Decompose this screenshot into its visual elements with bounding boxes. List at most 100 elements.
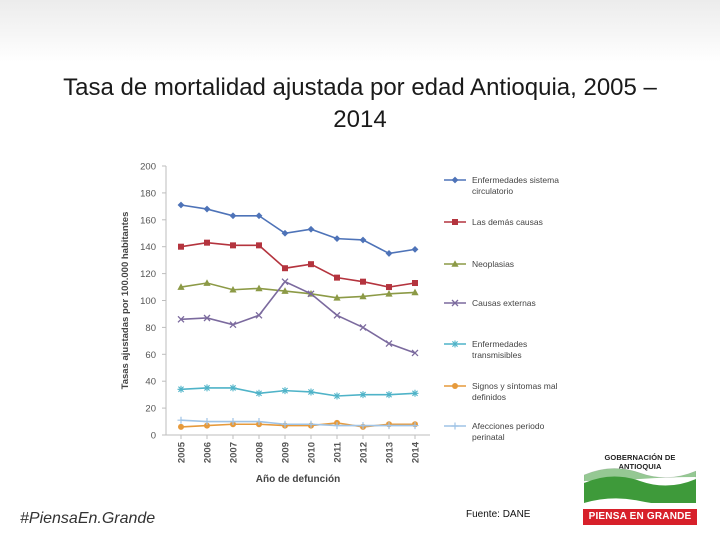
data-point (281, 420, 289, 428)
y-tick-label: 20 (145, 404, 156, 415)
series-line-2 (180, 241, 416, 288)
top-banner (0, 0, 720, 62)
x-tick-label: 2013 (385, 442, 396, 463)
y-tick-label: 0 (151, 431, 156, 442)
source-note: Fuente: DANE (466, 509, 531, 520)
data-point (411, 422, 419, 430)
data-point (411, 288, 419, 296)
y-tick-label: 100 (140, 296, 156, 307)
y-tick-label: 80 (145, 323, 156, 334)
data-point (255, 284, 263, 292)
data-point (333, 235, 341, 243)
data-point (385, 391, 393, 399)
data-point (229, 285, 237, 293)
series-line-1 (180, 204, 416, 255)
line-chart: 0 20 40 60 80 100 120 140 160 180 200 2005 2006 2007 2… (120, 162, 559, 486)
data-point (177, 201, 185, 209)
logo-top-text: GOBERNACIÓN DE ANTIOQUIA (604, 453, 676, 471)
x-tick-label: 2011 (333, 441, 344, 462)
data-point (360, 278, 366, 285)
data-point (333, 392, 341, 400)
y-tick-label: 40 (145, 377, 156, 388)
data-point (411, 349, 419, 357)
data-point (334, 274, 340, 281)
data-point (255, 418, 263, 426)
legend-marker (451, 299, 459, 307)
legend-marker (451, 422, 459, 430)
y-tick-label: 160 (140, 215, 156, 226)
data-point (178, 243, 184, 250)
x-tick-label: 2012 (359, 442, 370, 463)
data-point (411, 389, 419, 397)
data-point (281, 278, 289, 286)
data-point (203, 384, 211, 392)
y-tick-label: 140 (140, 242, 156, 253)
legend-label: Las demás causas (472, 217, 543, 227)
y-tick-label: 180 (140, 188, 156, 199)
x-tick-label: 2014 (411, 441, 422, 463)
hashtag-text: #PiensaEn.Grande (20, 510, 156, 527)
x-tick-label: 2009 (281, 442, 292, 463)
data-point (412, 280, 418, 287)
series-line-3 (180, 282, 416, 299)
data-point (281, 387, 289, 395)
legend-marker (452, 383, 458, 389)
data-point (230, 242, 236, 249)
data-point (177, 416, 185, 424)
data-point (308, 261, 314, 268)
data-point (203, 314, 211, 322)
series-line-5 (180, 387, 416, 397)
x-tick-label: 2007 (229, 442, 240, 463)
y-tick-label: 60 (145, 350, 156, 361)
legend-label: Signos y síntomas mal definidos (472, 381, 558, 402)
legend-marker (452, 219, 458, 225)
x-tick-label: 2010 (307, 442, 318, 463)
data-point (229, 418, 237, 426)
data-point (203, 418, 211, 426)
legend-label: Afecciones periodo perinatal (472, 421, 545, 442)
legend-marker (451, 340, 459, 348)
legend-label: Causas externas (472, 298, 536, 308)
data-point (333, 294, 341, 301)
data-point (281, 287, 289, 294)
data-point (359, 391, 367, 399)
flag-wave-icon (584, 468, 696, 503)
chart-panel: 0 20 40 60 80 100 120 140 160 180 200 2005 2006 2007 2… (116, 158, 570, 490)
data-point (204, 422, 210, 429)
data-point (411, 245, 419, 253)
data-point (177, 385, 185, 393)
data-point (307, 225, 315, 233)
data-point (203, 279, 211, 286)
gobernacion-logo: GOBERNACIÓN DE ANTIOQUIA PIENSA EN GRAND… (580, 450, 698, 528)
data-point (386, 284, 392, 291)
data-point (333, 422, 341, 430)
data-point (177, 283, 185, 290)
legend-label: Enfermedades sistema circulatorio (472, 175, 559, 196)
data-point (229, 384, 237, 392)
data-point (307, 388, 315, 396)
legend-marker (451, 260, 459, 267)
legend-label: Enfermedades transmisibles (472, 339, 527, 360)
legend-marker (451, 176, 459, 184)
data-point (359, 323, 367, 331)
data-point (255, 389, 263, 397)
data-point (282, 265, 288, 272)
data-point (385, 422, 393, 430)
data-point (255, 311, 263, 319)
data-point (385, 289, 393, 297)
slide-title: Tasa de mortalidad ajustada por edad Ant… (63, 74, 657, 133)
data-point (307, 420, 315, 428)
x-tick-label: 2008 (255, 442, 266, 463)
data-point (177, 315, 185, 323)
data-point (229, 321, 237, 329)
data-point (178, 423, 184, 430)
series-line-7 (180, 419, 415, 427)
x-axis-title: Año de defunción (256, 474, 340, 485)
data-point (359, 236, 367, 244)
x-tick-label: 2005 (177, 441, 188, 463)
data-point (229, 212, 237, 220)
data-point (359, 292, 367, 300)
data-point (204, 239, 210, 246)
data-point (333, 311, 341, 319)
data-point (385, 340, 393, 347)
